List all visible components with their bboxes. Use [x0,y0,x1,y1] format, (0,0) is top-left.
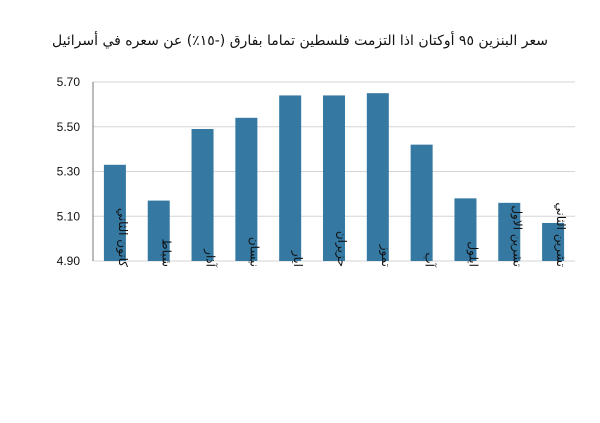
labels-layer: 4.90 5.10 5.30 5.50 5.70 كانون الثاني شباط آذار… [57,75,568,268]
x-tick-label: آب [423,252,438,267]
y-tick-label: 5.70 [57,75,81,89]
x-tick-label: كانون الثاني [115,208,130,267]
bar [323,95,345,261]
x-tick-label: تشرين الاول [509,205,524,267]
bar [235,117,258,261]
bar [498,202,521,261]
chart-title: سعر البنزين ٩٥ أوكتان اذا التزمت فلسطين … [52,33,548,49]
x-tick-label: حزيران [334,231,349,267]
bar [147,200,170,261]
x-tick-label: شباط [160,239,174,267]
y-tick-label: 4.90 [57,254,81,268]
bar [542,222,565,261]
x-tick-label: نيسان [247,237,261,267]
bar [103,164,126,261]
y-tick-label: 5.30 [57,165,81,179]
bar [366,93,389,261]
y-tick-label: 5.50 [57,120,81,134]
bars-layer [103,93,565,261]
x-tick-label: تموز [378,244,393,267]
x-tick-label: آذار [203,248,219,267]
x-tick-label: ايار [290,250,305,267]
bar [410,144,433,261]
bar [191,128,214,261]
x-tick-label: تشرين الثاني [553,202,568,267]
bar [279,95,302,261]
y-tick-label: 5.10 [57,209,81,223]
bar [454,198,477,261]
x-tick-label: ايلول [465,241,480,267]
